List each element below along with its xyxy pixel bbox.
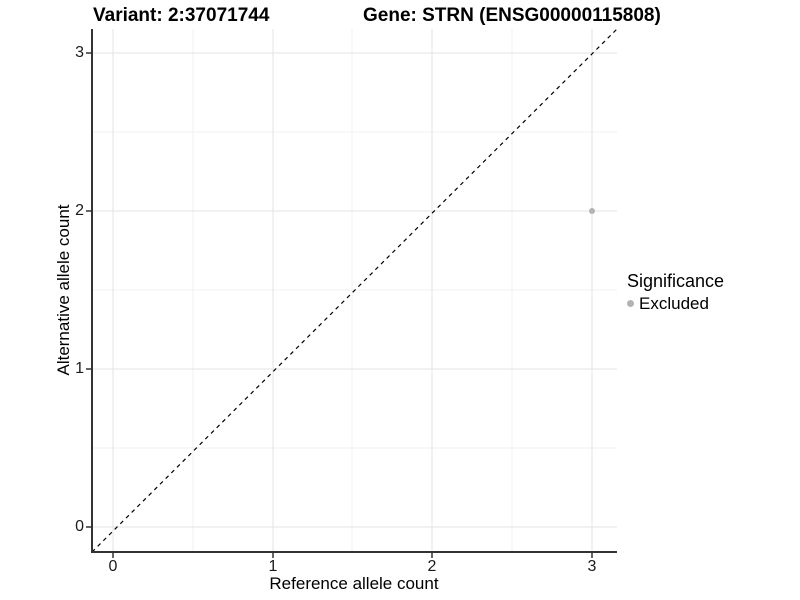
y-tick-label-0: 0: [75, 518, 84, 535]
x-tick-label-3: 3: [587, 558, 597, 575]
identity-reference-line: [91, 28, 618, 553]
legend-entry-label: Excluded: [639, 294, 709, 313]
x-axis-title: Reference allele count: [269, 574, 439, 593]
plot-title-variant: Variant: 2:37071744: [93, 5, 270, 26]
legend: Significance Excluded: [627, 271, 724, 313]
plot-title-gene: Gene: STRN (ENSG00000115808): [363, 5, 661, 26]
major-gridlines: [92, 29, 617, 552]
excluded-point-icon: [627, 300, 634, 307]
data-point-excluded: [589, 208, 595, 214]
y-tick-label-1: 1: [75, 360, 84, 377]
y-axis-title: Alternative allele count: [54, 204, 73, 376]
y-axis-ticks: [86, 52, 92, 528]
legend-entry-excluded: Excluded: [627, 294, 724, 313]
x-tick-label-0: 0: [108, 558, 118, 575]
x-tick-label-1: 1: [268, 558, 278, 575]
axis-lines: [91, 29, 617, 553]
y-tick-label-3: 3: [75, 44, 84, 61]
legend-title: Significance: [627, 271, 725, 291]
x-tick-label-2: 2: [427, 558, 437, 575]
x-axis-ticks: [112, 552, 593, 558]
y-tick-label-2: 2: [75, 202, 84, 219]
